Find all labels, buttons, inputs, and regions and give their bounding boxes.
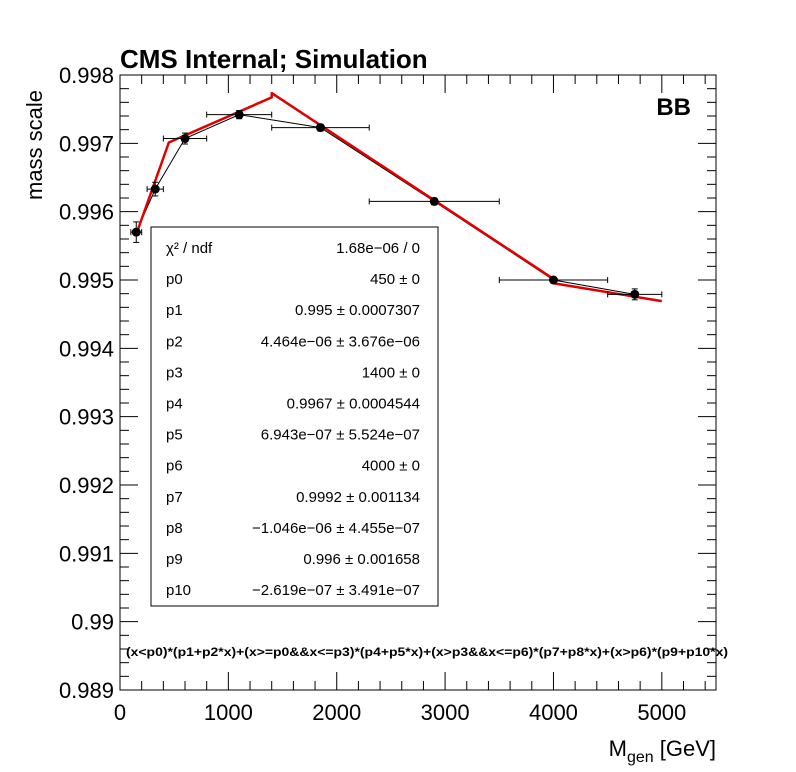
x-axis-label-unit: [GeV] xyxy=(654,736,716,761)
stats-param-value: 0.995 ± 0.0007307 xyxy=(295,302,420,319)
stats-param-value: 0.9967 ± 0.0004544 xyxy=(287,396,420,413)
data-marker xyxy=(429,196,439,206)
data-point xyxy=(206,110,273,120)
x-tick-label: 4000 xyxy=(529,700,578,725)
x-axis-label-main: M xyxy=(609,736,627,761)
data-marker xyxy=(234,110,244,120)
stats-param-value: −2.619e−07 ± 3.491e−07 xyxy=(252,582,420,599)
stats-param-value: 4.464e−06 ± 3.676e−06 xyxy=(261,333,420,350)
data-marker xyxy=(548,275,558,285)
stats-param-name: p9 xyxy=(166,551,183,568)
stats-param-name: p6 xyxy=(166,458,183,475)
data-point xyxy=(130,221,143,243)
y-tick-label: 0.994 xyxy=(59,336,114,361)
axes: 0 1000 2000 3000 4000 5000 0.989 0.99 0.991 0.992… xyxy=(59,63,717,725)
stats-param-name: p7 xyxy=(166,489,183,506)
stats-param-value: 6.943e−07 ± 5.524e−07 xyxy=(261,427,420,444)
stats-param-name: p3 xyxy=(166,364,183,381)
data-marker xyxy=(131,227,141,237)
x-tick-label: 2000 xyxy=(312,700,361,725)
x-axis-label: Mgen [GeV] xyxy=(609,736,716,766)
stats-param-name: p4 xyxy=(166,396,183,413)
plot-frame xyxy=(119,74,717,691)
y-tick-label: 0.998 xyxy=(59,63,114,88)
data-layer xyxy=(130,91,663,303)
data-marker xyxy=(180,134,190,144)
stats-param-name: p2 xyxy=(166,333,183,350)
category-label: BB xyxy=(656,94,691,121)
data-marker xyxy=(630,289,640,299)
stats-box-frame xyxy=(150,226,439,607)
x-tick-label: 1000 xyxy=(204,700,253,725)
x-axis-label-subscript: gen xyxy=(627,749,654,766)
fit-formula: (x<p0)*(p1+p2*x)+(x>=p0&&x<=p3)*(p4+p5*x… xyxy=(126,645,728,659)
stats-param-value: 0.996 ± 0.001658 xyxy=(303,551,420,568)
stats-param-name: p5 xyxy=(166,427,183,444)
stats-chi2-value: 1.68e−06 / 0 xyxy=(336,240,420,257)
y-tick-label: 0.996 xyxy=(59,200,114,225)
data-marker xyxy=(150,184,160,194)
y-tick-label: 0.99 xyxy=(71,610,114,635)
stats-param-name: p10 xyxy=(166,582,191,599)
x-tick-label: 5000 xyxy=(637,700,686,725)
data-point xyxy=(146,181,164,197)
y-axis-label: mass scale xyxy=(22,90,47,200)
x-tick-label: 0 xyxy=(114,700,126,725)
stats-param-value: 450 ± 0 xyxy=(370,271,420,288)
data-point xyxy=(271,123,370,133)
x-tick-label: 3000 xyxy=(421,700,470,725)
stats-param-name: p0 xyxy=(166,271,183,288)
stats-param-value: 1400 ± 0 xyxy=(362,364,420,381)
y-tick-label: 0.997 xyxy=(59,131,114,156)
data-point xyxy=(162,132,208,145)
stats-chi2-label: χ² / ndf xyxy=(166,240,213,257)
data-point xyxy=(368,196,500,206)
stats-param-name: p1 xyxy=(166,302,183,319)
y-tick-label: 0.992 xyxy=(59,473,114,498)
fit-statistics-box: χ² / ndf 1.68e−06 / 0 p0 450 ± 0 p1 0.995 ± 0… xyxy=(150,226,439,607)
y-tick-label: 0.989 xyxy=(59,678,114,703)
stats-param-value: 4000 ± 0 xyxy=(362,458,420,475)
stats-param-name: p8 xyxy=(166,520,183,537)
data-marker xyxy=(315,123,325,133)
stats-param-value: −1.046e−06 ± 4.455e−07 xyxy=(252,520,420,537)
y-tick-label: 0.995 xyxy=(59,268,114,293)
y-tick-label: 0.993 xyxy=(59,405,114,430)
data-point xyxy=(498,275,609,285)
chart-title: CMS Internal; Simulation xyxy=(120,44,428,74)
data-point xyxy=(607,288,663,301)
y-tick-label: 0.991 xyxy=(59,541,114,566)
stats-param-value: 0.9992 ± 0.001134 xyxy=(296,489,420,506)
